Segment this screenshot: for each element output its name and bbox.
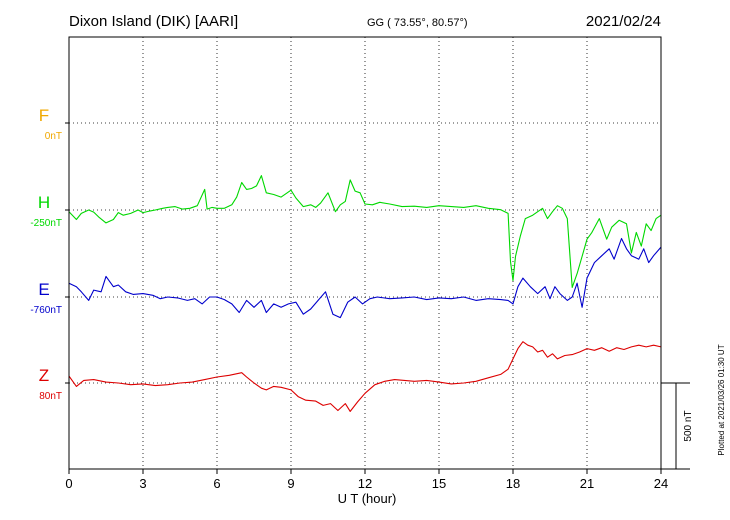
x-tick-label: 3 xyxy=(139,476,146,491)
channel-labels: F 0nT H -250nT E -760nT Z 80nT xyxy=(30,106,62,402)
x-tick-label: 9 xyxy=(287,476,294,491)
x-axis: 0 3 6 9 12 15 18 21 24 xyxy=(65,122,668,491)
series-line-z xyxy=(68,341,662,412)
x-tick-label: 6 xyxy=(213,476,220,491)
channel-baseline-z: 80nT xyxy=(39,391,62,402)
x-tick-label: 24 xyxy=(654,476,668,491)
channel-label-f: F xyxy=(39,106,49,125)
x-tick-label: 18 xyxy=(506,476,520,491)
station-title: Dixon Island (DIK) [AARI] xyxy=(69,13,238,30)
channel-label-e: E xyxy=(38,280,49,299)
channel-label-z: Z xyxy=(39,366,49,385)
data-series xyxy=(68,175,662,412)
channel-label-h: H xyxy=(38,193,50,212)
series-line-h xyxy=(68,175,662,288)
grid-lines xyxy=(69,37,661,469)
channel-baseline-e: -760nT xyxy=(30,305,62,316)
geographic-coords: GG ( 73.55°, 80.57°) xyxy=(367,17,468,29)
chart-date: 2021/02/24 xyxy=(586,13,661,30)
x-tick-label: 12 xyxy=(358,476,372,491)
channel-baseline-h: -250nT xyxy=(30,218,62,229)
scale-bar: 500 nT xyxy=(661,382,694,470)
plotted-timestamp: Plotted at 2021/03/26 01:30 UT xyxy=(717,344,726,455)
series-line-e xyxy=(68,237,662,319)
channel-baseline-f: 0nT xyxy=(45,131,62,142)
x-tick-label: 0 xyxy=(65,476,72,491)
x-tick-label: 21 xyxy=(580,476,594,491)
x-tick-label: 15 xyxy=(432,476,446,491)
x-axis-title: U T (hour) xyxy=(338,491,397,506)
scale-bar-label: 500 nT xyxy=(683,410,694,441)
